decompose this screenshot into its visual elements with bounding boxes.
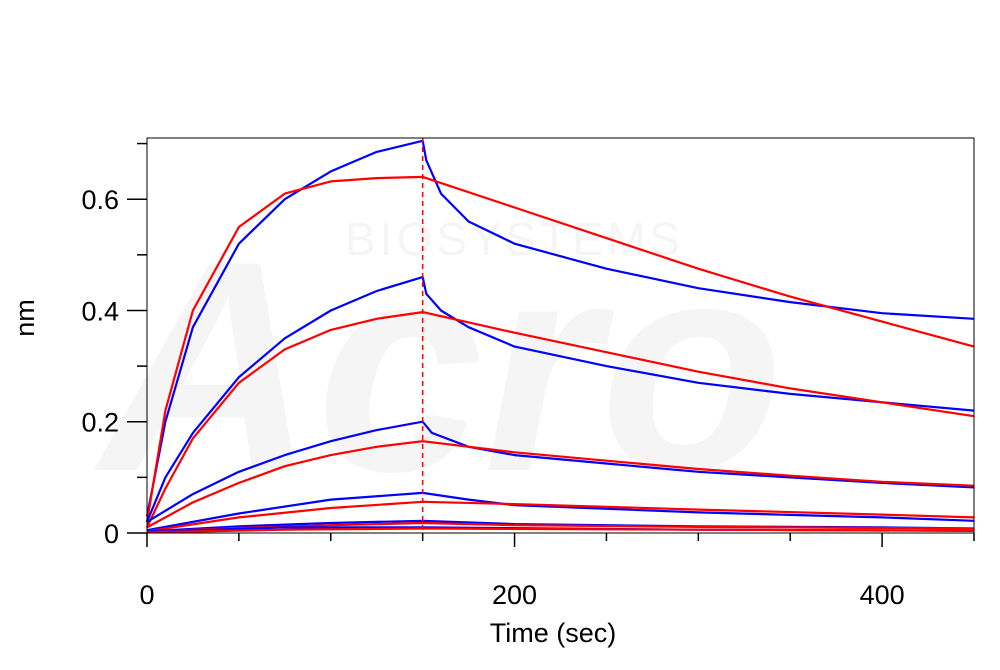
watermark: Acro BIOSYSTEMS [91, 198, 784, 534]
fit-curve-3 [146, 440, 975, 529]
fit-curve-2 [146, 311, 975, 528]
measured-curve-3 [146, 420, 975, 523]
plot-frame [146, 137, 975, 534]
watermark-brand-text: BIOSYSTEMS [345, 213, 684, 265]
x-tick-label: 400 [860, 580, 905, 610]
measured-curve-2 [145, 276, 975, 523]
y-tick-label: 0.2 [81, 408, 119, 438]
y-axis-label: nm [10, 299, 40, 337]
y-tick-label: 0.6 [81, 185, 119, 215]
x-axis-label: Time (sec) [490, 618, 617, 648]
measured-curve-4 [146, 491, 975, 532]
y-tick-label: 0.4 [81, 296, 119, 326]
y-axis: 0 0.2 0.4 0.6 [81, 142, 147, 549]
x-axis: 0 200 400 [139, 533, 975, 610]
measured-curve-1 [145, 139, 975, 517]
fit-curve-4 [146, 500, 975, 533]
series-layer [145, 139, 975, 534]
x-tick-label: 200 [492, 580, 537, 610]
x-tick-label: 0 [139, 580, 154, 610]
y-tick-label: 0 [104, 519, 119, 549]
fit-curve-1 [145, 175, 975, 523]
